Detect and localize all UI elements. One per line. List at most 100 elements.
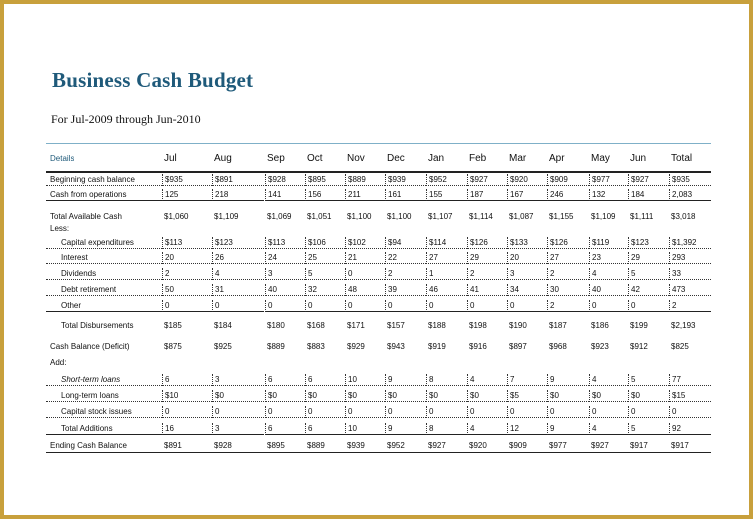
table-cell-oct: 25 <box>305 252 345 264</box>
row-label: Beginning cash balance <box>46 174 162 186</box>
table-cell-aug: 0 <box>212 406 264 418</box>
table-cell-jan: $1,107 <box>428 212 453 221</box>
table-row-short-term-loans: Short-term loans 6 3 6 6 10 9 8 4 7 9 4 5 77 <box>46 374 711 386</box>
table-cell-jun: $927 <box>628 174 669 186</box>
table-cell-feb: 4 <box>467 374 507 386</box>
column-header-apr: Apr <box>549 153 565 164</box>
table-cell-nov: 10 <box>345 423 385 435</box>
table-cell-apr: 2 <box>547 300 589 312</box>
table-cell-total: 92 <box>669 423 711 435</box>
table-cell-jun: 5 <box>628 423 669 435</box>
column-header-jul: Jul <box>164 153 177 164</box>
row-label: Other <box>46 300 162 312</box>
table-cell-sep: 6 <box>265 374 305 386</box>
table-cell-feb: 4 <box>467 423 507 435</box>
table-cell-sep: $889 <box>267 342 285 351</box>
table-cell-oct: $889 <box>307 441 325 450</box>
table-cell-dec: 0 <box>385 300 426 312</box>
table-row-other: Other 0 0 0 0 0 0 0 0 0 2 0 0 2 <box>46 300 711 312</box>
table-cell-apr: 27 <box>547 252 589 264</box>
row-label: Less: <box>50 224 70 233</box>
table-cell-jul: 50 <box>162 284 212 296</box>
table-cell-sep: 6 <box>265 423 305 435</box>
column-header-aug: Aug <box>214 153 232 164</box>
table-cell-may: 0 <box>589 300 628 312</box>
table-row-less: Less: <box>46 223 711 235</box>
row-label: Total Available Cash <box>50 212 122 221</box>
table-cell-total: $825 <box>671 342 689 351</box>
table-cell-sep: 0 <box>265 406 305 418</box>
table-cell-dec: 2 <box>385 268 426 280</box>
table-cell-nov: 211 <box>345 189 385 201</box>
table-cell-jan: $919 <box>428 342 446 351</box>
table-cell-total: 473 <box>669 284 711 296</box>
table-cell-aug: $891 <box>212 174 264 186</box>
table-cell-jan: $952 <box>426 174 467 186</box>
table-cell-apr: $1,155 <box>549 212 574 221</box>
table-cell-apr: $968 <box>549 342 567 351</box>
table-cell-jun: $0 <box>628 390 669 402</box>
table-bottom-rule <box>46 452 711 453</box>
table-cell-nov: 21 <box>345 252 385 264</box>
table-cell-jun: 5 <box>628 268 669 280</box>
row-label: Short-term loans <box>46 374 162 386</box>
budget-table: Details Jul Aug Sep Oct Nov Dec Jan Feb Mar Apr May… <box>46 143 711 457</box>
table-cell-apr: 30 <box>547 284 589 296</box>
page-subtitle: For Jul-2009 through Jun-2010 <box>51 112 201 126</box>
table-cell-jul: 2 <box>162 268 212 280</box>
table-cell-total: 2,083 <box>669 189 711 201</box>
page-title: Business Cash Budget <box>52 68 254 92</box>
table-cell-mar: $897 <box>509 342 527 351</box>
table-cell-total: $3,018 <box>671 212 696 221</box>
table-cell-jul: $185 <box>164 321 182 330</box>
table-cell-oct: 0 <box>305 300 345 312</box>
table-cell-may: $927 <box>591 441 609 450</box>
table-cell-dec: $157 <box>387 321 405 330</box>
column-header-jun: Jun <box>630 153 647 164</box>
table-cell-oct: $883 <box>307 342 325 351</box>
table-row-total-additions: Total Additions 16 3 6 6 10 9 8 4 12 9 4 5 92 <box>46 423 711 435</box>
table-cell-apr: 2 <box>547 268 589 280</box>
table-row-interest: Interest 20 26 24 25 21 22 27 29 20 27 23 29 293 <box>46 252 711 264</box>
table-cell-jul: 6 <box>162 374 212 386</box>
table-cell-oct: 6 <box>305 374 345 386</box>
row-label: Total Disbursements <box>61 321 134 330</box>
table-cell-jul: 125 <box>162 189 212 201</box>
table-cell-jun: $123 <box>628 237 669 249</box>
table-cell-jan: 8 <box>426 374 467 386</box>
table-cell-dec: 9 <box>385 423 426 435</box>
table-cell-mar: 0 <box>507 300 547 312</box>
table-cell-oct: 6 <box>305 423 345 435</box>
table-cell-nov: $102 <box>345 237 385 249</box>
table-cell-jan: 155 <box>426 189 467 201</box>
column-header-jan: Jan <box>428 153 445 164</box>
table-cell-jun: 42 <box>628 284 669 296</box>
table-cell-jan: 0 <box>426 300 467 312</box>
table-row-capital-stock-issues: Capital stock issues 0 0 0 0 0 0 0 0 0 0 0 0 0 <box>46 406 711 418</box>
table-row-ending-cash-balance: Ending Cash Balance $891 $928 $895 $889 $939 $… <box>46 440 711 452</box>
table-cell-may: $1,109 <box>591 212 616 221</box>
table-cell-aug: $184 <box>214 321 232 330</box>
table-cell-total: $917 <box>671 441 689 450</box>
table-cell-mar: 7 <box>507 374 547 386</box>
table-cell-aug: $123 <box>212 237 264 249</box>
table-cell-may: $0 <box>589 390 628 402</box>
table-cell-total: $935 <box>669 174 711 186</box>
table-cell-jul: $875 <box>164 342 182 351</box>
table-cell-nov: $0 <box>345 390 385 402</box>
table-cell-mar: $920 <box>507 174 547 186</box>
table-cell-total: 77 <box>669 374 711 386</box>
table-cell-may: $923 <box>591 342 609 351</box>
table-cell-sep: 24 <box>265 252 305 264</box>
row-label: Total Additions <box>46 423 162 435</box>
table-cell-apr: $909 <box>547 174 589 186</box>
table-header <box>46 143 711 171</box>
table-cell-dec: 9 <box>385 374 426 386</box>
table-cell-jan: 46 <box>426 284 467 296</box>
table-cell-jan: $188 <box>428 321 446 330</box>
table-cell-may: $186 <box>591 321 609 330</box>
table-row-beginning-cash-balance: Beginning cash balance $935 $891 $928 $895 $8… <box>46 174 711 186</box>
table-cell-dec: 39 <box>385 284 426 296</box>
table-cell-sep: $895 <box>267 441 285 450</box>
table-cell-mar: 12 <box>507 423 547 435</box>
